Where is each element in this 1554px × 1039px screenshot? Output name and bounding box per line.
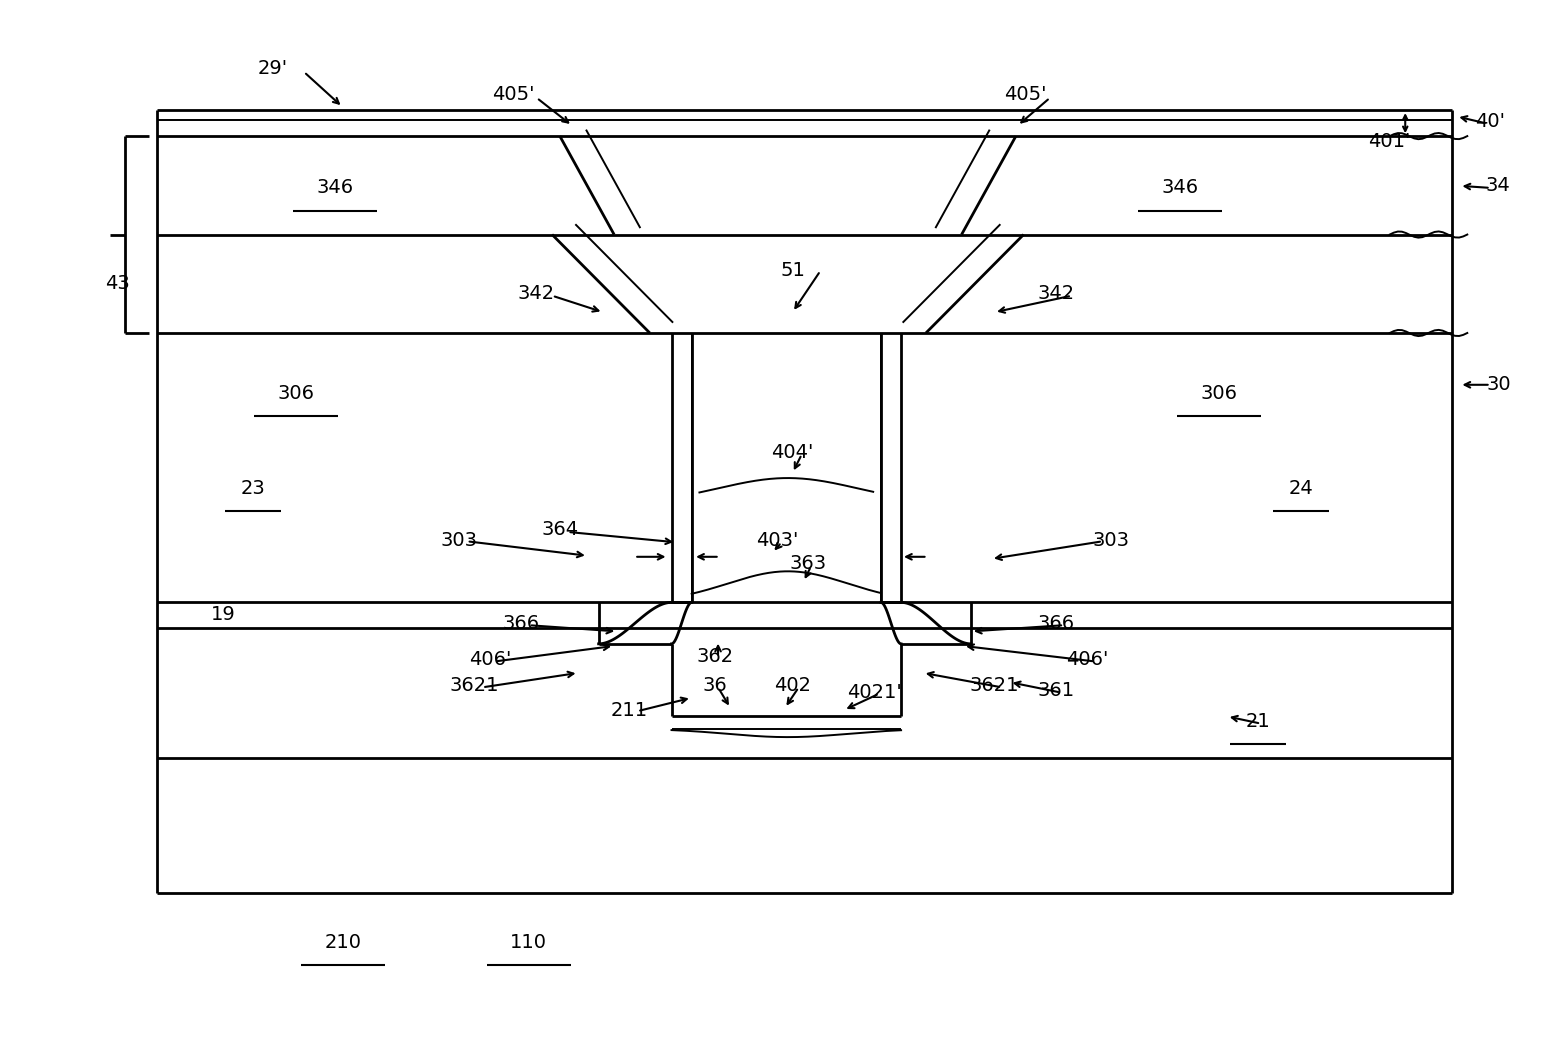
Text: 36: 36: [702, 675, 727, 695]
Text: 342: 342: [517, 284, 555, 303]
Text: 306: 306: [278, 383, 314, 402]
Text: 364: 364: [541, 521, 578, 539]
Text: 303: 303: [440, 531, 477, 550]
Text: 366: 366: [1038, 614, 1075, 633]
Text: 405': 405': [493, 85, 535, 104]
Text: 405': 405': [1004, 85, 1046, 104]
Text: 23: 23: [241, 479, 266, 498]
Text: 51: 51: [780, 261, 805, 281]
Text: 3621: 3621: [449, 675, 499, 695]
Text: 366: 366: [502, 614, 539, 633]
Text: 406': 406': [1066, 649, 1108, 669]
Text: 110: 110: [510, 933, 547, 952]
Text: 4021': 4021': [847, 683, 903, 702]
Text: 342: 342: [1038, 284, 1075, 303]
Text: 346: 346: [317, 179, 353, 197]
Text: 402: 402: [774, 675, 811, 695]
Text: 40': 40': [1476, 112, 1506, 131]
Text: 361: 361: [1038, 681, 1075, 700]
Text: 362: 362: [696, 647, 733, 666]
Text: 210: 210: [325, 933, 361, 952]
Text: 404': 404': [771, 443, 814, 461]
Text: 21: 21: [1245, 712, 1270, 731]
Text: 401': 401': [1369, 132, 1411, 151]
Text: 211: 211: [611, 700, 648, 720]
Text: 43: 43: [106, 273, 131, 293]
Text: 3621: 3621: [970, 675, 1019, 695]
Text: 29': 29': [258, 59, 287, 78]
Text: 24: 24: [1288, 479, 1313, 498]
Text: 19: 19: [211, 606, 236, 624]
Text: 34: 34: [1486, 177, 1510, 195]
Text: 363: 363: [789, 554, 827, 572]
Text: 406': 406': [469, 649, 511, 669]
Text: 403': 403': [755, 531, 799, 550]
Text: 306: 306: [1201, 383, 1237, 402]
Text: 30: 30: [1486, 375, 1510, 394]
Text: 303: 303: [1092, 531, 1130, 550]
Text: 346: 346: [1162, 179, 1198, 197]
